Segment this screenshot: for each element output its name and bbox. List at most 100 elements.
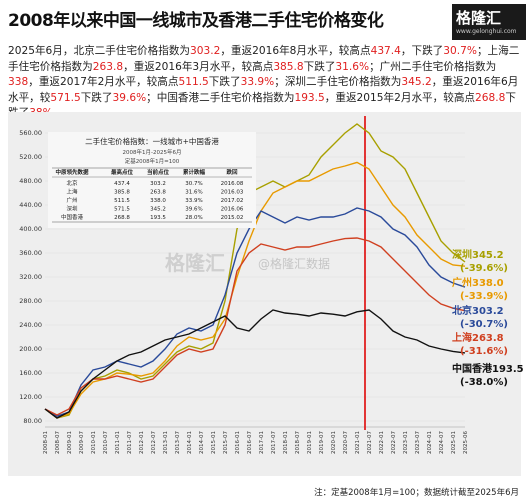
- text: ；中国香港二手住宅价格指数为: [146, 91, 295, 104]
- x-tick-label: 2012-07: [151, 431, 157, 454]
- x-tick-label: 2023-07: [415, 431, 421, 454]
- x-tick-label: 2023-01: [403, 431, 409, 454]
- end-change: (-31.6%): [460, 346, 508, 357]
- x-tick-label: 2017-01: [259, 431, 265, 454]
- x-tick-label: 2024-01: [427, 431, 433, 454]
- logo-text: 格隆汇: [456, 9, 502, 27]
- table-cell: 385.8: [114, 190, 130, 196]
- table-cell: 303.2: [150, 181, 166, 187]
- watermark: 格隆汇: [165, 251, 225, 275]
- table-cell: 2015.02: [221, 215, 244, 221]
- table-cell: 广州: [66, 196, 77, 204]
- legend-name: 中国香港: [452, 362, 493, 375]
- table-cell: 33.9%: [185, 198, 202, 204]
- x-tick-label: 2009-07: [79, 431, 85, 454]
- end-change: (-38.0%): [460, 377, 508, 388]
- x-tick-label: 2017-07: [271, 431, 277, 454]
- text: 下跌了: [303, 60, 336, 73]
- table-cell: 2016.03: [221, 190, 244, 196]
- footer: 注：定基2008年1月=100；数据统计截至2025年6月: [314, 488, 519, 498]
- end-value: 193.5: [492, 364, 524, 375]
- x-tick-label: 2015-01: [211, 431, 217, 454]
- y-tick-label: 320.00: [19, 273, 42, 281]
- table-cell: 2017.02: [221, 198, 244, 204]
- text: 2025年6月，北京二手住宅价格指数为: [8, 45, 191, 57]
- table-header: 最高点位: [111, 168, 134, 176]
- highlight: 268.8: [475, 91, 506, 104]
- y-tick-label: 80.00: [23, 417, 42, 425]
- y-tick-label: 520.00: [19, 153, 42, 161]
- end-label: 广州338.0: [452, 276, 504, 289]
- y-tick-label: 360.00: [19, 249, 42, 257]
- x-tick-label: 2011-07: [127, 431, 133, 454]
- table-cell: 28.0%: [185, 215, 202, 221]
- table-cell: 437.4: [114, 181, 130, 187]
- x-tick-label: 2008-07: [55, 431, 61, 454]
- x-tick-label: 2016-07: [247, 431, 253, 454]
- table-cell: 268.8: [114, 215, 130, 221]
- x-tick-label: 2024-07: [439, 431, 445, 454]
- x-tick-label: 2025-01: [451, 431, 457, 454]
- end-value: 303.2: [472, 306, 504, 317]
- text: ；上海二手住宅价格指数为: [8, 45, 520, 73]
- table-cell: 31.6%: [185, 190, 202, 196]
- text: ，重返2016年6月水平，较: [8, 76, 519, 104]
- x-tick-label: 2022-07: [391, 431, 397, 454]
- end-label: 中国香港193.5: [452, 362, 524, 375]
- logo: 格隆汇 www.gelonghui.com: [452, 4, 526, 40]
- table-cell: 中国香港: [61, 213, 84, 221]
- table-cell: 深圳: [66, 205, 78, 213]
- table-cell: 2016.08: [221, 181, 244, 187]
- x-tick-label: 2020-07: [343, 431, 349, 454]
- x-tick-label: 2013-01: [163, 431, 169, 454]
- series-line: [44, 309, 466, 419]
- x-tick-label: 2010-01: [91, 431, 97, 454]
- highlight: 345.2: [401, 76, 432, 88]
- y-tick-label: 240.00: [19, 321, 42, 329]
- end-change: (-30.7%): [460, 319, 508, 330]
- legend-name: 深圳: [452, 248, 472, 261]
- series-line: [44, 237, 466, 416]
- table-note: 定基2008年1月=100: [125, 157, 180, 165]
- x-tick-label: 2011-01: [115, 431, 121, 454]
- highlight: 511.5: [178, 76, 209, 88]
- x-tick-label: 2022-01: [379, 431, 385, 454]
- text: 下跌了: [80, 91, 113, 104]
- table-cell: 30.7%: [185, 181, 202, 187]
- legend-name: 北京: [452, 304, 472, 317]
- legend-name: 广州: [452, 276, 472, 289]
- table-header: 跌回: [226, 168, 238, 176]
- logo-url: www.gelonghui.com: [456, 28, 517, 35]
- table-cell: 39.6%: [185, 207, 202, 213]
- text: ，重返2017年2月水平，较高点: [28, 76, 179, 88]
- y-tick-label: 400.00: [19, 225, 42, 233]
- table-cell: 北京: [66, 179, 78, 187]
- table-cell: 上海: [66, 188, 78, 196]
- highlight: 193.5: [294, 91, 325, 104]
- highlight: 437.4: [370, 45, 401, 57]
- highlight: 30.7%: [443, 45, 477, 57]
- x-tick-label: 2008-01: [43, 431, 49, 454]
- x-tick-label: 2019-01: [307, 431, 313, 454]
- table-cell: 2016.06: [221, 207, 244, 213]
- highlight: 263.8: [92, 60, 124, 73]
- x-tick-label: 2019-07: [319, 431, 325, 454]
- y-tick-label: 160.00: [19, 369, 42, 377]
- x-tick-label: 2021-07: [367, 431, 373, 454]
- x-tick-label: 2025-06: [463, 431, 469, 454]
- table-cell: 263.8: [150, 190, 166, 196]
- x-tick-label: 2021-01: [355, 431, 361, 454]
- x-tick-label: 2009-01: [67, 431, 73, 454]
- table-cell: 511.5: [114, 198, 130, 204]
- table-header: 中原领先数据: [55, 168, 89, 176]
- y-tick-label: 480.00: [19, 177, 42, 185]
- highlight: 39.6%: [112, 91, 147, 104]
- highlight: 31.6%: [335, 60, 370, 73]
- x-tick-label: 2013-07: [175, 431, 181, 454]
- y-tick-label: 120.00: [19, 393, 42, 401]
- x-tick-label: 2012-01: [139, 431, 145, 454]
- x-tick-label: 2020-01: [331, 431, 337, 454]
- table-header: 当前点位: [147, 168, 170, 176]
